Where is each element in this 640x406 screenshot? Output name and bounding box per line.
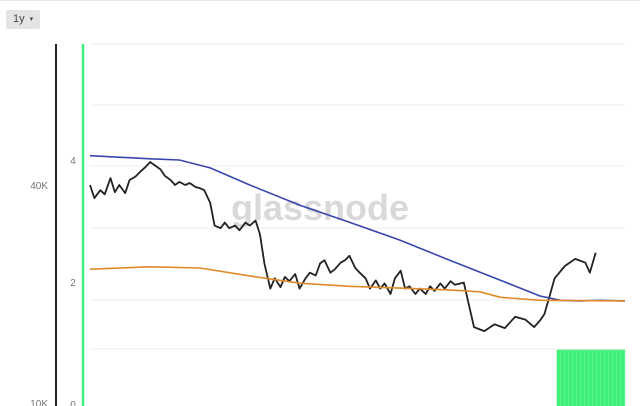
price-line xyxy=(89,161,597,333)
top-divider xyxy=(0,0,640,1)
right-tick-label: 2 xyxy=(70,278,76,289)
green-bar xyxy=(556,349,625,406)
left-tick-label: 10K xyxy=(30,399,48,406)
right-tick-label: 4 xyxy=(70,156,76,167)
axis-ticks: 40K 10K 4 2 0 xyxy=(30,156,76,406)
range-selector[interactable]: 1y ▾ xyxy=(6,10,41,29)
watermark: glassnode xyxy=(231,187,409,228)
range-label: 1y xyxy=(13,13,25,25)
right-tick-label: 0 xyxy=(70,400,76,406)
caret-down-icon: ▾ xyxy=(29,16,34,23)
left-tick-label: 40K xyxy=(30,181,48,192)
series xyxy=(89,154,626,406)
grid xyxy=(90,43,625,350)
orange-line xyxy=(89,265,626,302)
